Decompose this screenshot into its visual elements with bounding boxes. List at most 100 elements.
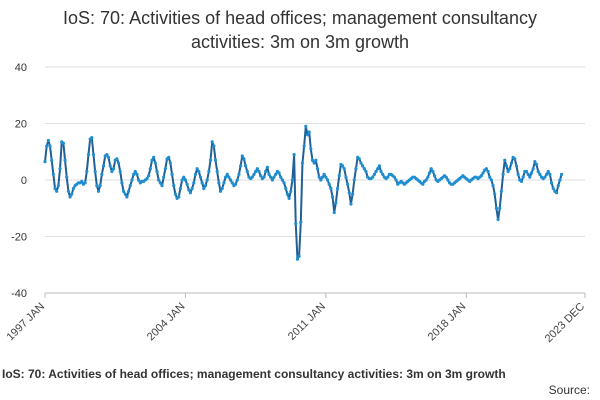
data-point-31 (95, 184, 99, 188)
data-point-269 (493, 192, 497, 196)
data-point-180 (344, 175, 348, 179)
x-tick-label-1: 2004 JAN (145, 301, 188, 344)
data-point-125 (252, 172, 256, 176)
data-point-264 (484, 167, 488, 171)
x-tick-label-2: 2011 JAN (286, 301, 328, 343)
data-point-110 (227, 175, 231, 179)
data-point-289 (526, 172, 530, 176)
data-point-38 (106, 155, 111, 159)
data-point-94 (200, 181, 204, 185)
data-point-144 (284, 186, 288, 191)
data-point-83 (182, 175, 186, 179)
data-point-99 (208, 158, 213, 162)
data-point-127 (255, 167, 259, 171)
data-point-197 (372, 172, 376, 176)
chart-title: IoS: 70: Activities of head offices; man… (0, 6, 600, 54)
data-point-56 (137, 178, 141, 182)
data-point-262 (481, 171, 485, 175)
data-point-85 (185, 182, 189, 186)
data-point-198 (374, 169, 378, 174)
data-point-46 (120, 181, 124, 185)
data-point-173 (332, 210, 336, 215)
y-axis-ticks: 40 20 0 -20 -40 (11, 62, 27, 300)
data-point-271 (496, 217, 500, 222)
data-point-25 (85, 169, 89, 174)
data-point-24 (83, 181, 87, 185)
data-point-13 (65, 175, 69, 179)
data-point-301 (546, 169, 550, 174)
data-point-291 (529, 171, 534, 175)
data-point-108 (223, 175, 228, 179)
data-point-154 (300, 161, 305, 165)
data-point-288 (524, 169, 529, 174)
data-point-116 (237, 172, 241, 176)
data-point-78 (173, 192, 177, 196)
data-point-106 (220, 186, 224, 191)
data-point-230 (427, 171, 432, 175)
data-point-136 (270, 178, 274, 182)
data-point-148 (290, 178, 295, 182)
data-point-49 (125, 195, 129, 199)
data-point-210 (394, 178, 398, 182)
data-point-2 (46, 138, 50, 143)
data-point-286 (521, 175, 525, 179)
data-point-145 (285, 192, 290, 196)
data-point-84 (183, 178, 188, 182)
data-point-272 (498, 206, 502, 210)
data-point-233 (432, 174, 437, 178)
data-point-153 (299, 220, 303, 224)
data-point-135 (269, 175, 273, 179)
data-point-91 (195, 167, 199, 171)
data-point-155 (302, 144, 306, 148)
data-point-205 (386, 175, 390, 179)
data-point-70 (160, 184, 164, 188)
data-point-307 (556, 184, 560, 188)
data-point-16 (70, 192, 74, 196)
data-point-226 (421, 182, 425, 186)
data-point-74 (167, 155, 171, 159)
data-point-121 (245, 169, 249, 174)
series-layer (43, 124, 564, 261)
data-point-184 (351, 192, 355, 196)
data-point-167 (322, 172, 326, 176)
data-point-45 (118, 169, 122, 174)
data-point-115 (235, 178, 239, 182)
data-point-55 (135, 172, 139, 176)
data-point-277 (506, 169, 510, 174)
data-point-77 (172, 184, 176, 188)
data-point-3 (48, 144, 52, 148)
data-point-183 (349, 202, 353, 206)
data-point-261 (479, 174, 483, 178)
data-point-270 (494, 206, 498, 210)
data-point-86 (187, 188, 191, 192)
data-point-41 (111, 167, 116, 171)
data-point-66 (153, 161, 157, 165)
data-point-133 (265, 165, 269, 169)
data-point-87 (188, 191, 193, 195)
data-point-100 (210, 140, 214, 144)
data-point-181 (346, 182, 350, 186)
data-point-93 (198, 175, 203, 179)
data-point-175 (335, 186, 340, 191)
data-point-40 (110, 169, 114, 174)
chart-title-line-2: activities: 3m on 3m growth (190, 32, 410, 52)
data-point-232 (431, 169, 435, 174)
data-point-67 (155, 169, 159, 174)
y-tick-label-2: 0 (21, 175, 27, 187)
data-point-190 (361, 164, 365, 168)
data-point-98 (207, 169, 211, 174)
data-point-229 (426, 175, 430, 179)
data-point-35 (101, 164, 106, 168)
data-point-302 (548, 172, 552, 176)
data-point-142 (280, 178, 284, 182)
data-point-306 (554, 191, 559, 195)
gridlines (45, 66, 585, 294)
data-point-118 (240, 154, 244, 158)
data-point-111 (228, 178, 233, 182)
data-point-152 (297, 254, 301, 258)
data-point-157 (305, 133, 310, 137)
data-point-75 (168, 161, 172, 165)
data-point-147 (289, 189, 293, 193)
data-point-188 (357, 157, 361, 161)
data-point-17 (71, 186, 76, 191)
